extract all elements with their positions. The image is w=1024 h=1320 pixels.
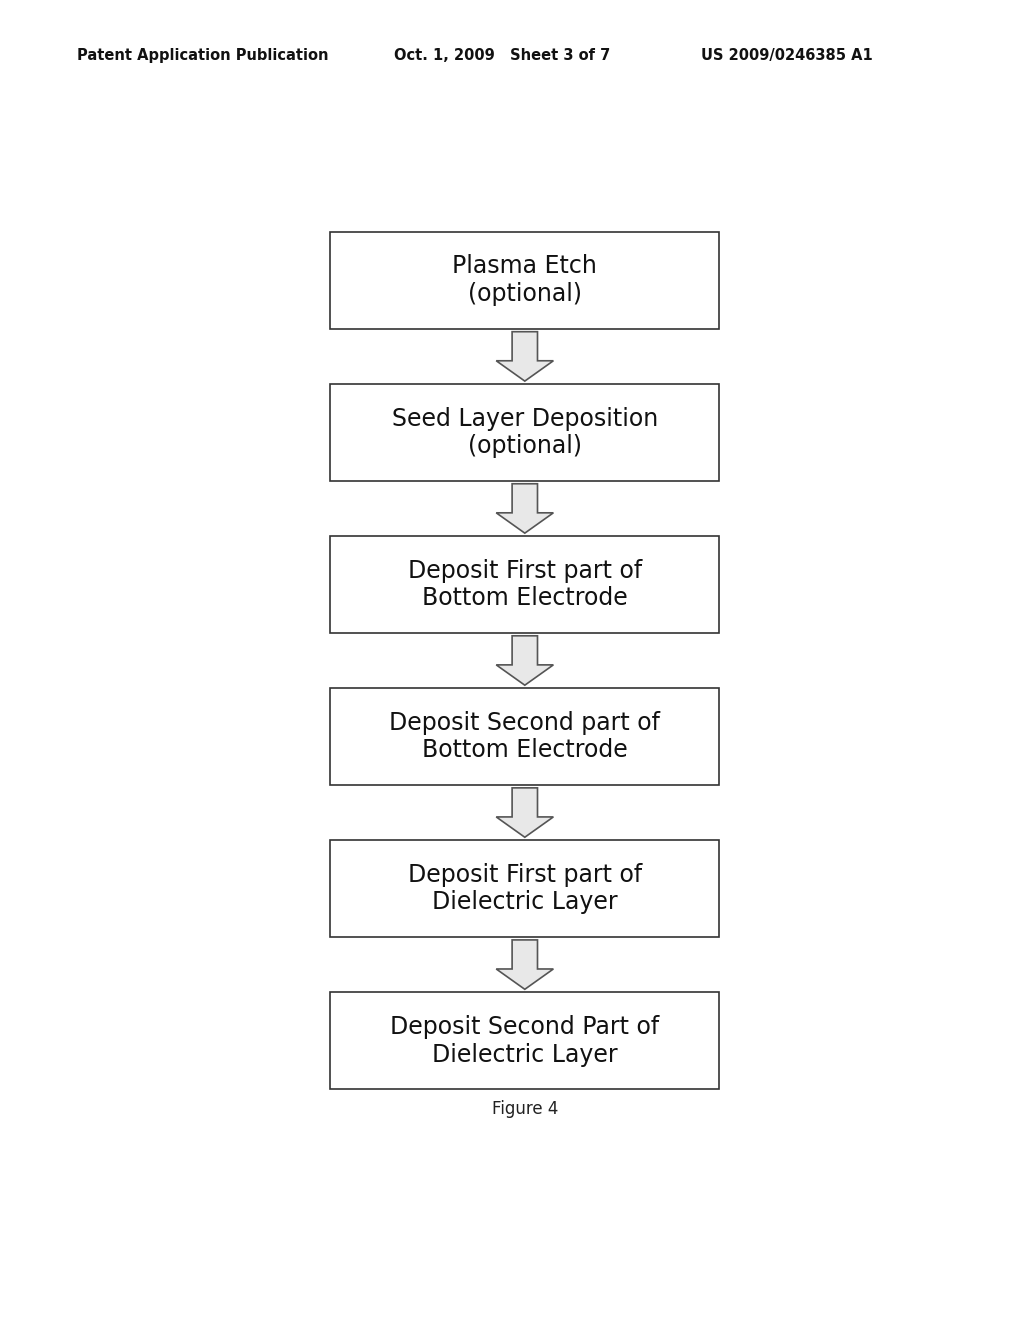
Text: US 2009/0246385 A1: US 2009/0246385 A1 bbox=[701, 48, 873, 63]
Text: Deposit Second Part of
Dielectric Layer: Deposit Second Part of Dielectric Layer bbox=[390, 1015, 659, 1067]
Text: Oct. 1, 2009   Sheet 3 of 7: Oct. 1, 2009 Sheet 3 of 7 bbox=[394, 48, 610, 63]
Polygon shape bbox=[497, 636, 553, 685]
Bar bbox=[331, 841, 719, 937]
Bar bbox=[331, 384, 719, 480]
Bar bbox=[331, 688, 719, 785]
Text: Plasma Etch
(optional): Plasma Etch (optional) bbox=[453, 255, 597, 306]
Bar bbox=[331, 536, 719, 632]
Text: Patent Application Publication: Patent Application Publication bbox=[77, 48, 329, 63]
Text: Deposit Second part of
Bottom Electrode: Deposit Second part of Bottom Electrode bbox=[389, 710, 660, 763]
Polygon shape bbox=[497, 788, 553, 837]
Polygon shape bbox=[497, 331, 553, 381]
Text: Figure 4: Figure 4 bbox=[492, 1100, 558, 1118]
Polygon shape bbox=[497, 483, 553, 533]
Bar bbox=[331, 993, 719, 1089]
Text: Deposit First part of
Dielectric Layer: Deposit First part of Dielectric Layer bbox=[408, 863, 642, 915]
Bar bbox=[331, 232, 719, 329]
Polygon shape bbox=[497, 940, 553, 989]
Text: Seed Layer Deposition
(optional): Seed Layer Deposition (optional) bbox=[391, 407, 658, 458]
Text: Deposit First part of
Bottom Electrode: Deposit First part of Bottom Electrode bbox=[408, 558, 642, 610]
